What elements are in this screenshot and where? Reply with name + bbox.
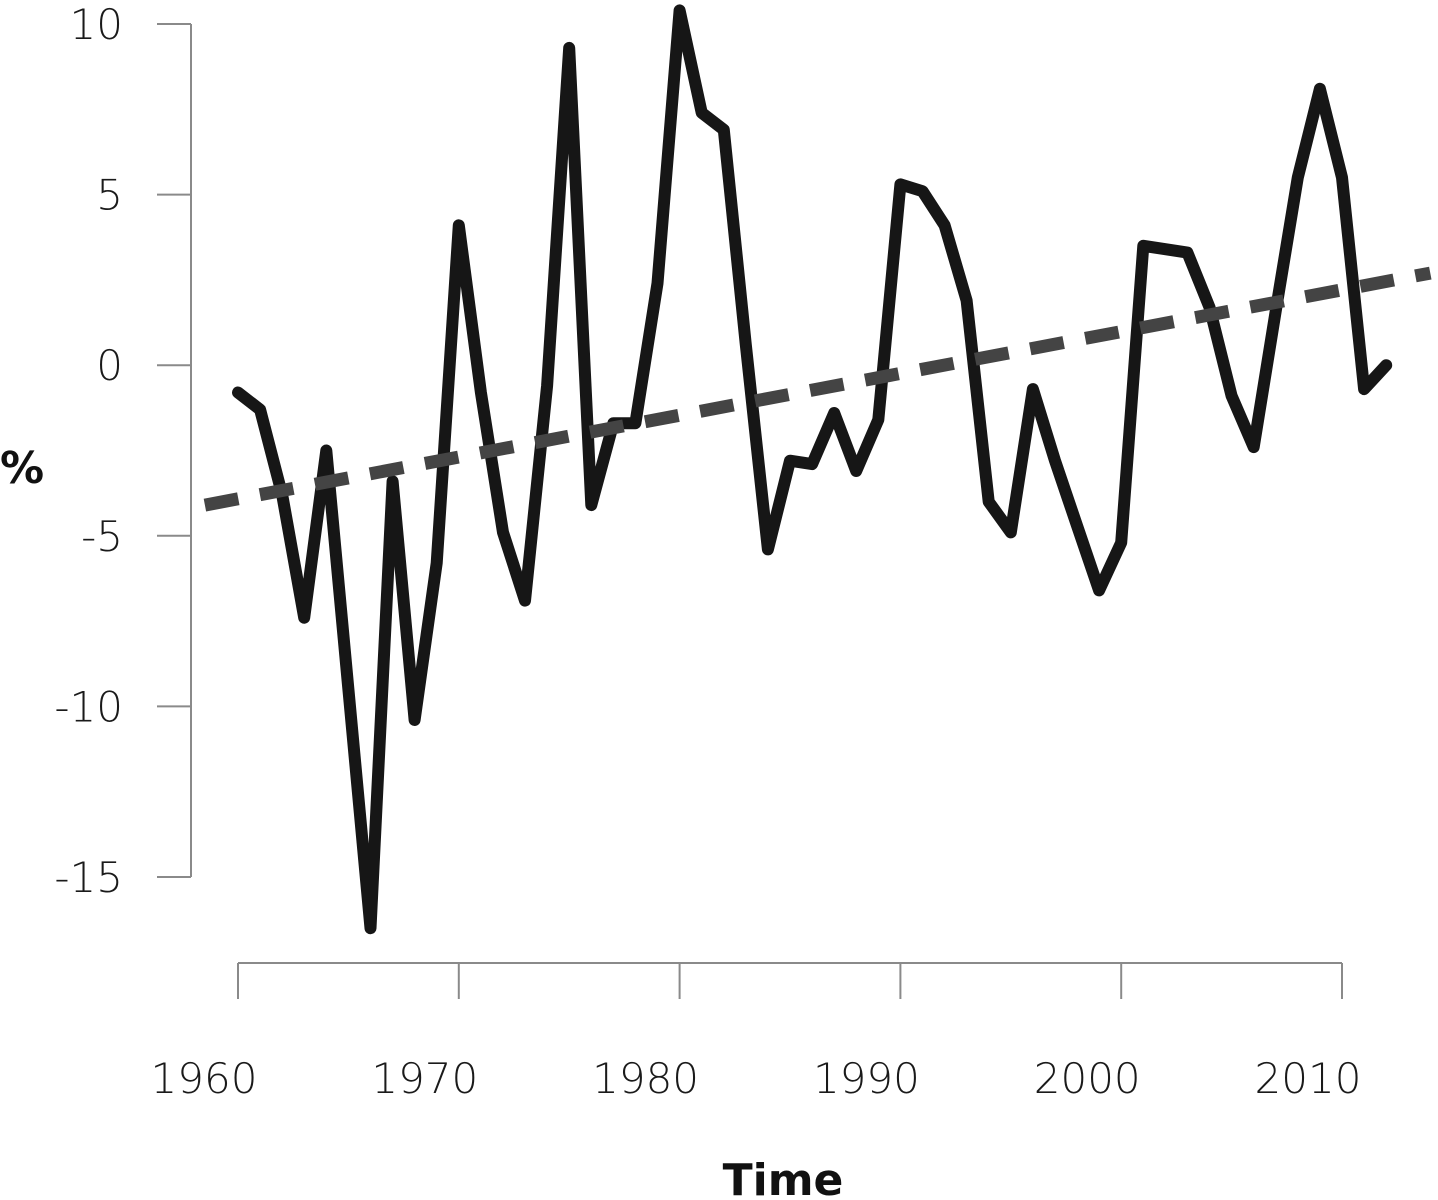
- x-axis-title: Time: [723, 1155, 844, 1200]
- x-tick-label: 1990: [813, 1054, 920, 1103]
- series-group: [203, 4, 1432, 935]
- y-axis-title: %: [0, 443, 44, 494]
- x-axis: 1960 1970 1980 1990 2000 2010: [151, 962, 1362, 1103]
- y-tick-label: -5: [81, 512, 123, 561]
- x-tick-label: 1970: [371, 1054, 478, 1103]
- y-tick-label: 0: [96, 341, 123, 390]
- x-tick-label: 2000: [1034, 1054, 1141, 1103]
- y-tick-label: -10: [54, 682, 123, 731]
- y-tick-label: 10: [70, 0, 123, 49]
- y-tick-label: 5: [96, 171, 123, 220]
- x-tick-label: 1980: [592, 1054, 699, 1103]
- y-axis: 10 5 0 -5 -10 -15: [54, 0, 192, 902]
- x-tick-label: 2010: [1255, 1054, 1362, 1103]
- trend-line-dashed: [203, 266, 1432, 512]
- series-line: [232, 4, 1393, 935]
- y-tick-label: -15: [54, 853, 123, 902]
- x-tick-label: 1960: [151, 1054, 258, 1103]
